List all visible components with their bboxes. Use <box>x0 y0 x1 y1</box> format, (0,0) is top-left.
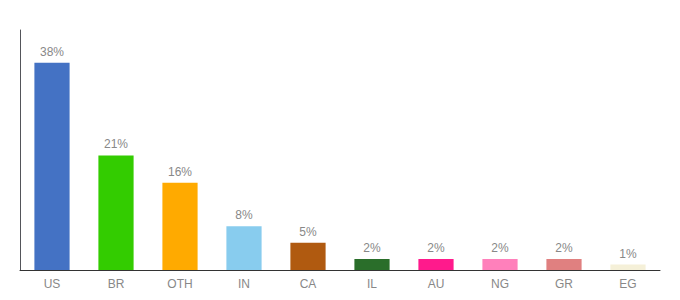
svg-text:2%: 2% <box>555 241 573 255</box>
svg-text:IN: IN <box>238 277 250 291</box>
svg-text:BR: BR <box>108 277 125 291</box>
svg-text:1%: 1% <box>619 247 637 261</box>
svg-text:2%: 2% <box>427 241 445 255</box>
svg-text:21%: 21% <box>104 137 128 151</box>
svg-text:2%: 2% <box>491 241 509 255</box>
svg-text:AU: AU <box>428 277 445 291</box>
svg-text:IL: IL <box>367 277 377 291</box>
svg-text:NG: NG <box>491 277 509 291</box>
svg-text:16%: 16% <box>168 165 192 179</box>
svg-text:8%: 8% <box>235 208 253 222</box>
svg-text:5%: 5% <box>299 225 317 239</box>
svg-text:2%: 2% <box>363 241 381 255</box>
svg-text:EG: EG <box>619 277 636 291</box>
svg-text:38%: 38% <box>40 45 64 59</box>
svg-text:CA: CA <box>300 277 317 291</box>
svg-text:US: US <box>44 277 61 291</box>
svg-text:GR: GR <box>555 277 573 291</box>
svg-text:OTH: OTH <box>167 277 192 291</box>
